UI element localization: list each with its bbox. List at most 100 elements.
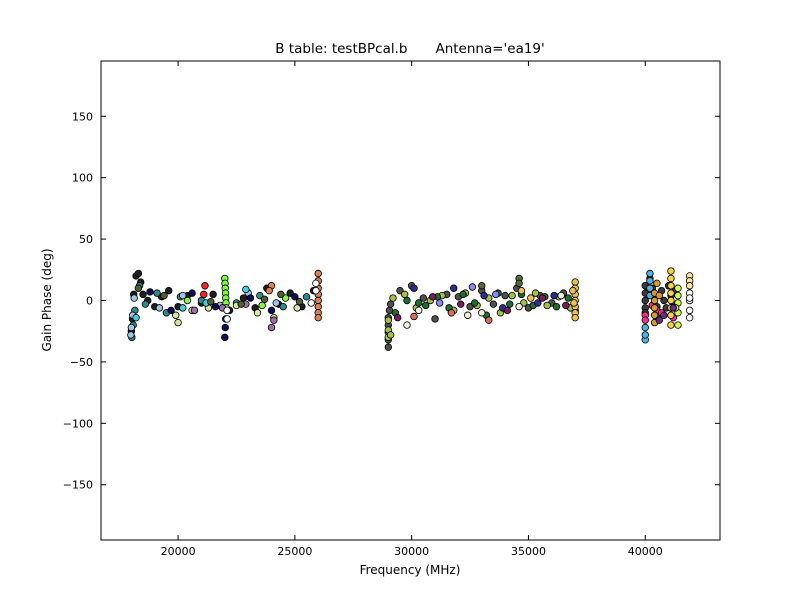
data-point <box>307 299 315 307</box>
x-tick-label: 25000 <box>277 545 312 558</box>
data-point <box>653 279 661 288</box>
series-30 <box>685 272 694 290</box>
data-point <box>410 312 418 321</box>
data-point <box>201 282 209 290</box>
data-point <box>489 300 498 308</box>
data-point <box>403 296 411 305</box>
y-tick-label: 100 <box>72 172 93 185</box>
y-axis-label: Gain Phase (deg) <box>40 248 54 351</box>
data-point <box>410 284 418 292</box>
series-11 <box>134 284 304 308</box>
data-point <box>515 302 523 311</box>
data-point <box>485 316 493 324</box>
data-point <box>130 294 138 302</box>
data-point <box>534 299 542 307</box>
data-point <box>655 291 663 300</box>
data-point <box>431 315 439 323</box>
data-point <box>384 316 393 324</box>
series-4 <box>183 274 290 312</box>
y-tick-label: 0 <box>86 295 93 308</box>
data-point <box>667 289 675 297</box>
data-point <box>468 283 477 291</box>
data-point <box>503 306 512 315</box>
data-point <box>314 296 322 305</box>
data-point <box>562 301 570 310</box>
data-point <box>167 306 175 315</box>
data-point <box>314 302 322 311</box>
y-tick-label: −150 <box>63 479 93 492</box>
y-tick-label: −100 <box>63 417 93 430</box>
data-point <box>179 291 187 300</box>
series-17 <box>403 291 565 329</box>
data-point <box>153 289 161 297</box>
series-29 <box>685 289 694 322</box>
data-point <box>478 309 486 317</box>
data-point <box>384 343 393 351</box>
data-point <box>188 289 196 297</box>
series-9 <box>132 285 250 322</box>
data-point <box>258 301 266 310</box>
series-28 <box>655 304 677 324</box>
data-point <box>464 311 472 319</box>
data-point <box>172 311 180 319</box>
data-point <box>667 296 675 305</box>
data-point <box>174 318 182 327</box>
data-point <box>550 291 558 300</box>
data-point <box>207 298 215 306</box>
data-point <box>291 293 299 301</box>
data-point <box>260 295 269 303</box>
data-point <box>501 291 509 300</box>
data-point <box>641 316 649 324</box>
data-point <box>314 269 322 278</box>
series-23 <box>641 269 654 344</box>
data-point <box>267 306 276 315</box>
data-point <box>641 323 649 332</box>
chart-title-left: B table: testBPcal.b <box>275 41 407 57</box>
data-point <box>457 300 465 308</box>
data-point <box>141 300 150 308</box>
data-point <box>650 304 659 312</box>
data-point <box>641 331 649 339</box>
data-point <box>667 321 675 329</box>
data-point <box>267 323 276 332</box>
data-point <box>667 282 675 290</box>
data-point <box>650 311 659 319</box>
data-point <box>435 299 444 307</box>
y-tick-label: 150 <box>72 110 93 123</box>
data-point <box>571 278 579 286</box>
data-point <box>179 304 187 312</box>
data-point <box>667 311 675 319</box>
data-point <box>200 290 208 299</box>
data-point <box>538 294 547 302</box>
series-20 <box>410 309 493 324</box>
data-point <box>314 313 322 322</box>
data-point <box>531 289 540 297</box>
series-10 <box>223 279 320 323</box>
data-point <box>685 313 694 322</box>
data-point <box>246 294 255 302</box>
data-point <box>655 316 663 324</box>
data-point <box>414 306 423 315</box>
data-point <box>515 279 523 288</box>
data-point <box>386 331 395 339</box>
data-point <box>242 285 250 294</box>
data-point <box>450 284 458 292</box>
data-point <box>312 286 320 295</box>
data-point <box>570 299 578 307</box>
data-point <box>312 279 320 288</box>
data-point <box>557 291 565 300</box>
data-point <box>667 267 675 275</box>
x-axis-label: Frequency (MHz) <box>360 563 461 577</box>
data-point <box>389 294 397 302</box>
y-tick-label: −50 <box>70 356 93 369</box>
data-point <box>211 302 220 311</box>
data-point <box>221 333 229 342</box>
data-point <box>685 306 694 315</box>
data-point <box>650 296 659 305</box>
data-point <box>155 304 164 312</box>
series-3 <box>146 288 299 342</box>
data-point <box>400 290 409 299</box>
data-point <box>419 294 428 302</box>
data-point <box>428 293 437 301</box>
data-point <box>139 290 147 299</box>
